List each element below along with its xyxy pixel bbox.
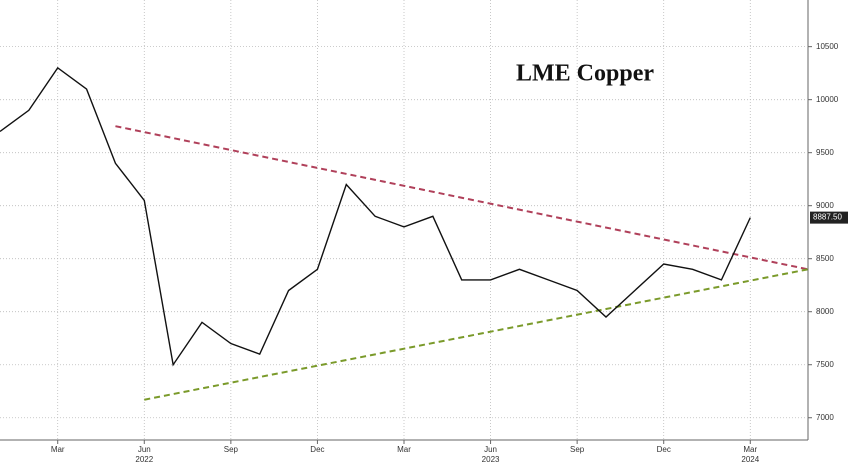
y-tick-label: 7000 xyxy=(816,413,834,422)
price-line xyxy=(0,66,751,367)
y-tick-label: 9500 xyxy=(816,148,834,157)
x-tick-label: Sep xyxy=(570,445,585,454)
trendline xyxy=(115,125,809,271)
y-tick-label: 8000 xyxy=(816,307,834,316)
y-tick-label: 8500 xyxy=(816,254,834,263)
x-tick-label: Mar xyxy=(743,445,757,454)
x-tick-label: Dec xyxy=(657,445,671,454)
year-label: 2022 xyxy=(135,455,153,464)
y-tick-label: 7500 xyxy=(816,360,834,369)
last-value-label: 8887.50 xyxy=(813,213,842,222)
x-tick-label: Jun xyxy=(484,445,497,454)
trendline xyxy=(144,268,809,401)
x-tick-label: Mar xyxy=(51,445,65,454)
x-tick-label: Dec xyxy=(310,445,324,454)
x-tick-label: Sep xyxy=(224,445,239,454)
last-value-box xyxy=(810,211,848,224)
chart-title: LME Copper xyxy=(516,61,654,87)
year-label: 2023 xyxy=(482,455,500,464)
y-tick-label: 10500 xyxy=(816,42,839,51)
y-tick-label: 9000 xyxy=(816,201,834,210)
x-tick-label: Mar xyxy=(397,445,411,454)
year-label: 2024 xyxy=(741,455,759,464)
y-tick-label: 10000 xyxy=(816,95,839,104)
x-tick-label: Jun xyxy=(138,445,151,454)
